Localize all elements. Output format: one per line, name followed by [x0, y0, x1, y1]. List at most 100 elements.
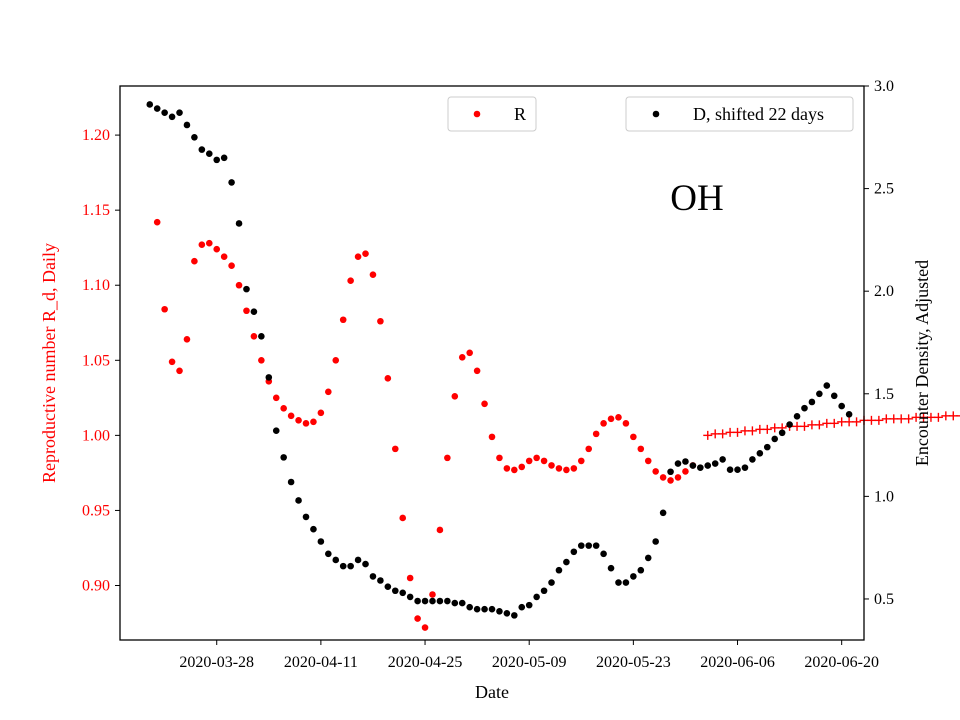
legend-d: D, shifted 22 days — [625, 96, 854, 132]
d-point — [600, 550, 607, 558]
r-point — [615, 414, 622, 421]
r-point — [258, 356, 265, 364]
projection-point — [718, 429, 728, 439]
y-tick-label-left: 1.20 — [82, 127, 110, 144]
r-point — [235, 281, 243, 289]
r-point — [220, 253, 228, 261]
x-tick-label: 2020-05-23 — [596, 654, 671, 671]
d-point — [845, 410, 853, 418]
y-tick-label-right: 2.5 — [874, 181, 894, 198]
r-point — [198, 241, 206, 248]
d-point — [622, 579, 630, 586]
y-tick-label-left: 0.95 — [82, 502, 110, 519]
d-point — [630, 573, 637, 580]
r-point — [511, 466, 518, 474]
r-point — [317, 409, 325, 417]
legend-r-marker — [473, 110, 481, 118]
d-point — [659, 509, 667, 517]
r-point — [592, 430, 600, 438]
d-point — [362, 560, 369, 568]
d-point — [384, 583, 392, 590]
d-point — [399, 589, 407, 597]
r-point — [518, 463, 526, 471]
d-point — [228, 179, 235, 186]
r-point — [503, 465, 511, 472]
legend-r: R — [447, 96, 537, 132]
d-point — [830, 392, 838, 400]
d-point — [481, 605, 488, 613]
r-point — [310, 418, 317, 426]
r-point — [622, 420, 630, 427]
r-point — [652, 468, 659, 475]
r-point — [548, 462, 555, 469]
r-point — [429, 591, 436, 598]
d-point — [637, 566, 645, 574]
r-point — [473, 367, 481, 375]
d-point — [756, 449, 764, 457]
r-point — [183, 335, 191, 343]
d-point — [265, 374, 273, 381]
r-point — [667, 477, 674, 484]
d-point — [287, 478, 295, 486]
d-point — [689, 462, 697, 469]
r-point — [332, 356, 340, 364]
legend-d-label: D, shifted 22 days — [693, 104, 824, 124]
r-point — [339, 316, 347, 324]
y-tick-label-right: 1.5 — [874, 386, 894, 403]
r-point — [406, 574, 414, 582]
d-point — [540, 587, 548, 595]
r-point — [540, 457, 548, 465]
r-point — [228, 262, 235, 270]
r-point — [153, 218, 161, 226]
d-point — [191, 133, 198, 141]
d-point — [801, 404, 808, 412]
d-point — [808, 398, 816, 406]
r-point — [600, 420, 607, 427]
y-tick-label-left: 1.15 — [82, 202, 110, 219]
r-point — [280, 405, 287, 412]
r-point — [637, 445, 645, 453]
d-point — [332, 556, 340, 564]
r-point — [421, 624, 429, 631]
d-point — [734, 466, 741, 473]
d-point — [496, 607, 503, 615]
projection-point — [703, 430, 713, 440]
d-point — [823, 382, 831, 389]
d-point — [763, 443, 771, 451]
r-point — [302, 420, 310, 427]
axes-layer: 2020-03-28 2020-04-11 2020-04-25 2020-05-09… — [82, 78, 894, 671]
r-point — [272, 394, 280, 402]
projection-point — [762, 424, 772, 434]
r-point — [161, 305, 168, 313]
d-point — [488, 605, 496, 613]
r-point — [555, 465, 563, 472]
r-point — [570, 465, 578, 472]
d-point — [563, 558, 570, 566]
legend-r-label: R — [514, 104, 526, 124]
r-point — [607, 415, 615, 423]
y-axis-label-left: Reproductive number R_d, Daily — [39, 243, 59, 483]
r-point — [682, 468, 689, 475]
d-point — [503, 610, 511, 617]
x-tick-label: 2020-04-11 — [284, 654, 358, 671]
r-point — [488, 433, 496, 441]
projection-point — [829, 418, 839, 428]
d-point — [444, 597, 451, 605]
d-point — [533, 593, 540, 601]
d-point — [153, 105, 161, 112]
r-point — [384, 375, 392, 382]
d-point — [838, 402, 845, 410]
d-point — [652, 538, 659, 545]
y-tick-label-left: 0.90 — [82, 578, 110, 595]
d-point — [816, 390, 823, 398]
r-point — [659, 474, 667, 481]
r-point — [414, 615, 421, 622]
d-point — [310, 525, 317, 533]
r-point — [391, 445, 399, 453]
y-tick-label-right: 1.0 — [874, 488, 894, 505]
d-point — [250, 308, 258, 316]
d-point — [377, 577, 384, 584]
projection-point — [904, 414, 914, 424]
d-point — [585, 542, 593, 549]
